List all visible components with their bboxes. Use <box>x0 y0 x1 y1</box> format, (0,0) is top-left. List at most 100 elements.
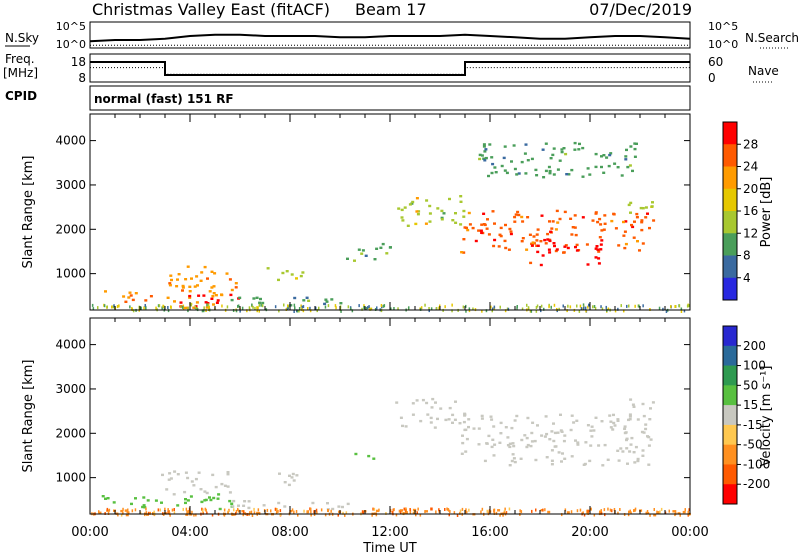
velocity-cell <box>186 499 190 502</box>
power-cell <box>535 244 539 247</box>
power-cell <box>466 228 470 232</box>
power-colorbar-swatch <box>723 233 737 256</box>
power-cell <box>506 307 509 311</box>
power-cell <box>529 261 533 265</box>
velocity-cell <box>525 436 529 440</box>
velocity-cell <box>295 510 298 513</box>
power-cell <box>425 199 429 202</box>
power-cell <box>335 306 337 310</box>
power-cell <box>368 305 370 309</box>
power-cell <box>525 248 529 251</box>
power-cell <box>381 242 385 246</box>
velocity-cell <box>535 508 537 512</box>
power-cell <box>215 301 219 304</box>
power-cell <box>203 306 205 310</box>
power-cell <box>237 304 240 308</box>
power-cell <box>474 239 478 243</box>
power-cell <box>471 226 475 230</box>
velocity-cell <box>529 444 533 448</box>
power-cell <box>111 305 113 309</box>
power-cell <box>482 145 486 148</box>
velocity-cell <box>168 510 170 514</box>
power-cell <box>131 307 133 310</box>
velocity-cell <box>398 509 401 513</box>
velocity-cell <box>477 427 481 430</box>
power-cell <box>580 307 583 311</box>
power-cell <box>210 270 214 273</box>
velocity-cell <box>543 435 547 438</box>
power-cell <box>558 159 562 162</box>
power-cell <box>633 155 637 158</box>
velocity-cell <box>342 511 344 515</box>
power-cell <box>188 294 192 298</box>
power-cell <box>193 285 197 288</box>
power-cell <box>544 142 548 145</box>
power-cell <box>662 307 664 311</box>
velocity-cell <box>594 416 598 419</box>
velocity-cell <box>297 513 299 517</box>
velocity-cell <box>98 510 100 514</box>
velocity-cell <box>171 508 174 512</box>
power-cell <box>91 303 94 307</box>
velocity-cell <box>646 512 650 515</box>
power-cell <box>134 292 138 295</box>
power-cell <box>380 304 383 307</box>
velocity-cell <box>104 497 107 500</box>
power-cell <box>124 300 128 303</box>
velocity-cell <box>409 511 412 515</box>
power-cell <box>520 240 524 243</box>
power-cell <box>285 270 289 273</box>
power-cell <box>524 143 528 146</box>
power-cell <box>626 304 628 308</box>
velocity-cell <box>157 508 160 512</box>
power-cell <box>586 167 590 170</box>
power-cell <box>651 201 654 204</box>
power-colorbar-tick-label: 24 <box>743 160 758 174</box>
power-cell <box>324 298 328 301</box>
velocity-cell <box>513 460 517 464</box>
velocity-cell <box>561 513 563 517</box>
velocity-cell <box>576 509 579 513</box>
velocity-cell <box>134 497 137 500</box>
power-cell <box>254 306 256 310</box>
power-cell <box>605 305 607 309</box>
power-cell <box>505 171 509 175</box>
velocity-cell <box>651 401 655 404</box>
velocity-cell <box>431 507 433 511</box>
velocity-cell <box>629 398 633 401</box>
power-cell <box>201 309 204 313</box>
velocity-colorbar-swatch <box>723 365 737 386</box>
velocity-cell <box>117 513 119 517</box>
velocity-cell <box>315 508 318 512</box>
power-cell <box>360 252 364 255</box>
velocity-cell <box>412 508 416 512</box>
nave-label: Nave <box>748 64 779 78</box>
velocity-cell <box>454 400 457 403</box>
power-cell <box>529 309 532 313</box>
velocity-cell <box>331 507 335 511</box>
power-cell <box>140 306 142 310</box>
power-cell <box>169 274 173 277</box>
noise-right-tick-bottom: 10^0 <box>708 38 738 51</box>
power-cell <box>188 296 192 299</box>
velocity-cell <box>688 508 690 512</box>
power-cell <box>597 262 601 265</box>
velocity-cell <box>389 509 392 513</box>
velocity-cell <box>337 513 339 517</box>
power-cell <box>318 306 320 310</box>
power-cell <box>535 309 538 313</box>
velocity-cell <box>173 470 177 473</box>
velocity-cell <box>463 413 467 416</box>
power-cell <box>547 165 551 169</box>
power-cell <box>570 168 574 172</box>
power-cell <box>468 307 471 311</box>
power-cell <box>573 226 577 229</box>
velocity-cell <box>147 511 150 515</box>
power-cell <box>128 291 132 294</box>
velocity-cell <box>497 509 501 512</box>
velocity-cell <box>444 508 446 511</box>
power-cell <box>182 307 185 311</box>
velocity-cell <box>486 509 488 513</box>
velocity-cell <box>190 480 194 483</box>
velocity-cell <box>630 436 634 440</box>
